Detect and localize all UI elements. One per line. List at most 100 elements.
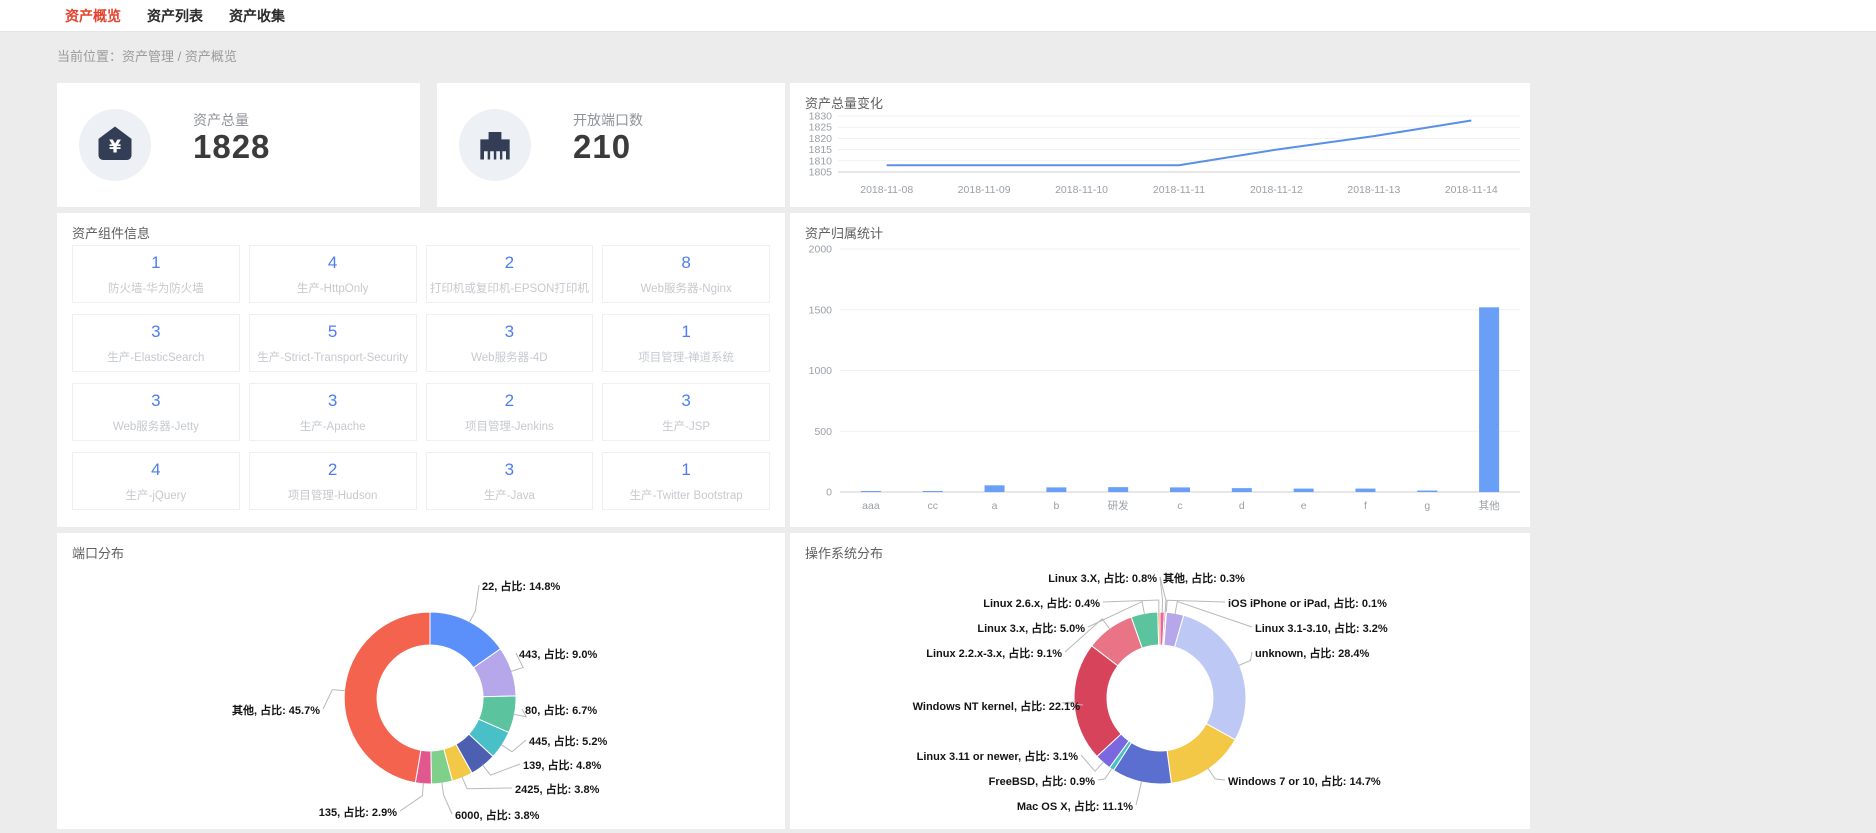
- donut-slice[interactable]: [343, 611, 431, 784]
- donut-slice-label: Linux 3.11 or newer, 占比: 3.1%: [916, 751, 1078, 763]
- label-leader-line: [1159, 576, 1167, 614]
- component-label: 打印机或复印机-EPSON打印机: [429, 282, 589, 295]
- asset-ownership-title: 资产归属统计: [805, 226, 884, 241]
- component-label: Web服务器-Nginx: [640, 282, 732, 295]
- donut-slice-label: Mac OS X, 占比: 11.1%: [1016, 801, 1133, 813]
- stat-card-open-ports: 开放端口数 210: [437, 83, 785, 207]
- port-distribution-title: 端口分布: [72, 546, 125, 561]
- y-tick-label: 1810: [809, 155, 833, 167]
- component-card: 4 生产-jQuery: [72, 452, 240, 510]
- label-leader-line: [468, 584, 480, 623]
- y-tick-label: 1825: [809, 122, 833, 134]
- component-card: 1 生产-Twitter Bootstrap: [602, 452, 770, 510]
- stat-value: 1828: [193, 128, 271, 165]
- x-tick-label: 其他: [1479, 499, 1501, 512]
- donut-slice-label: 80, 占比: 6.7%: [525, 705, 598, 717]
- port_distribution-donut-chart[interactable]: [57, 533, 785, 829]
- port-distribution-panel: 端口分布 22, 占比: 14.8% 443, 占比: 9.0% 80, 占比: 6…: [57, 533, 785, 829]
- x-tick-label: d: [1239, 500, 1245, 512]
- component-card: 1 防火墙-华为防火墙: [72, 245, 240, 303]
- label-leader-line: [1064, 618, 1111, 653]
- donut-slice-label: 22, 占比: 14.8%: [482, 581, 561, 593]
- component-count: 1: [151, 252, 161, 272]
- bar[interactable]: [922, 491, 943, 492]
- component-label: 项目管理-Hudson: [287, 489, 378, 502]
- bar[interactable]: [1046, 487, 1067, 492]
- label-leader-line: [1062, 701, 1084, 706]
- component-card: 3 Web服务器-4D: [425, 314, 594, 372]
- svg-text:¥: ¥: [109, 137, 121, 157]
- x-tick-label: aaa: [862, 500, 880, 512]
- asset-ownership-bar-chart[interactable]: 2000 1500 1000 500 0 aaa cc a b 研发 c d e f g 其他: [790, 213, 1530, 527]
- os_distribution-donut-chart[interactable]: [790, 533, 1530, 829]
- label-leader-line: [1238, 651, 1253, 666]
- bar[interactable]: [1479, 307, 1500, 492]
- label-leader-line: [1207, 767, 1226, 781]
- x-tick-label: c: [1177, 500, 1182, 512]
- x-tick-label: 2018-11-13: [1347, 184, 1400, 196]
- asset-components-grid: 1 防火墙-华为防火墙 4 生产-HttpOnly 2 打印机或复印机-EPSON打印机 8…: [72, 245, 770, 510]
- nav-tab[interactable]: 资产收集: [229, 7, 285, 24]
- bar[interactable]: [1108, 487, 1129, 492]
- donut-slice[interactable]: [1157, 611, 1161, 646]
- asset-components-title: 资产组件信息: [72, 226, 151, 241]
- y-tick-label: 2000: [809, 244, 833, 256]
- asset-trend-panel: 资产总量变化 1830 1825 1820 1815 1810 1805 2018-11-0…: [790, 83, 1530, 207]
- x-tick-label: f: [1364, 500, 1367, 512]
- component-count: 4: [327, 252, 338, 272]
- bar[interactable]: [984, 485, 1005, 492]
- component-count: 3: [504, 459, 515, 479]
- component-count: 2: [504, 252, 515, 272]
- component-count: 3: [681, 390, 691, 410]
- donut-slice-label: Linux 2.6.x, 占比: 0.4%: [983, 598, 1100, 610]
- stat-value: 210: [573, 128, 632, 165]
- donut-slice-label: 其他, 占比: 0.3%: [1163, 573, 1245, 585]
- x-tick-label: cc: [927, 500, 938, 512]
- bar[interactable]: [1231, 488, 1252, 492]
- asset-components-panel: 资产组件信息 1 防火墙-华为防火墙 4 生产-HttpOnly 2 打印机或复印机-EP…: [57, 213, 785, 527]
- component-count: 3: [151, 390, 161, 410]
- asset-trend-title: 资产总量变化: [805, 96, 884, 111]
- component-card: 2 项目管理-Jenkins: [425, 383, 594, 441]
- x-tick-label: 研发: [1108, 499, 1129, 512]
- component-label: 生产-Twitter Bootstrap: [629, 489, 743, 502]
- x-tick-label: 2018-11-14: [1445, 184, 1498, 196]
- top-nav: 资产概览 资产列表 资产收集: [0, 0, 1876, 32]
- donut-slice-label: unknown, 占比: 28.4%: [1255, 648, 1370, 660]
- x-tick-label: e: [1301, 500, 1307, 512]
- os-distribution-panel: 操作系统分布 Linux 3.X, 占比: 0.8% 其他, 占比: 0.3% iO…: [790, 533, 1530, 829]
- label-leader-line: [482, 763, 521, 776]
- bar[interactable]: [1355, 488, 1376, 492]
- label-leader-line: [1174, 600, 1253, 628]
- bar[interactable]: [1293, 488, 1314, 492]
- component-label: 生产-JSP: [662, 420, 711, 433]
- donut-slice-label: Linux 2.2.x-3.x, 占比: 9.1%: [926, 648, 1062, 660]
- component-label: 项目管理-禅道系统: [638, 351, 735, 364]
- ethernet-port-icon: [473, 121, 517, 170]
- y-tick-label: 1000: [809, 365, 833, 377]
- y-tick-label: 1820: [809, 133, 833, 145]
- component-card: 4 生产-HttpOnly: [248, 245, 417, 303]
- nav-tab[interactable]: 资产概览: [65, 7, 121, 24]
- x-tick-label: 2018-11-08: [860, 184, 913, 196]
- component-label: 生产-HttpOnly: [296, 282, 369, 295]
- x-tick-label: 2018-11-12: [1250, 184, 1303, 196]
- nav-tab[interactable]: 资产列表: [147, 7, 203, 24]
- donut-slice-label: Linux 3.X, 占比: 0.8%: [1048, 573, 1157, 585]
- label-leader-line: [1159, 576, 1164, 614]
- bar[interactable]: [1417, 490, 1438, 492]
- y-tick-label: 500: [814, 426, 832, 438]
- x-tick-label: g: [1424, 500, 1430, 512]
- component-card: 3 Web服务器-Jetty: [72, 383, 240, 441]
- bar[interactable]: [860, 491, 881, 492]
- component-card: 2 项目管理-Hudson: [248, 452, 417, 510]
- donut-slice-label: 445, 占比: 5.2%: [529, 736, 608, 748]
- donut-slice-label: 2425, 占比: 3.8%: [515, 784, 600, 796]
- label-leader-line: [1165, 599, 1226, 614]
- component-card: 8 Web服务器-Nginx: [602, 245, 770, 303]
- donut-slice[interactable]: [1173, 614, 1247, 741]
- os-distribution-title: 操作系统分布: [805, 546, 884, 561]
- bar[interactable]: [1170, 487, 1190, 492]
- x-tick-label: 2018-11-11: [1153, 184, 1205, 196]
